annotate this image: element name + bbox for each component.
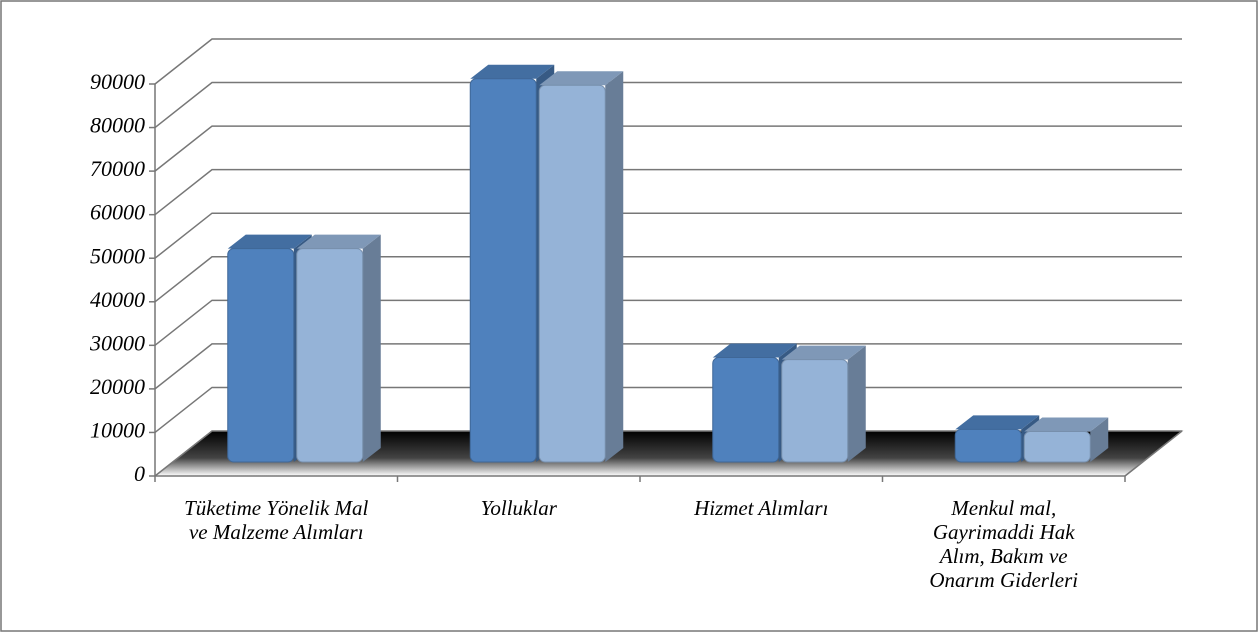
y-tick-label: 70000 (90, 156, 145, 181)
y-tick-label: 80000 (90, 113, 145, 138)
bar-top (539, 71, 624, 86)
bar-top (1024, 417, 1109, 432)
bar (227, 248, 295, 463)
y-tick-label: 10000 (90, 417, 145, 442)
y-tick-label: 20000 (90, 374, 145, 399)
y-tick-label: 40000 (90, 287, 145, 312)
grid-line (154, 256, 1182, 303)
bar-side (605, 71, 624, 462)
bar-top (296, 234, 381, 249)
x-tick-label: Hizmet Alımları (694, 496, 829, 520)
bar-top (955, 415, 1040, 430)
y-tick-label: 90000 (90, 69, 145, 94)
grid-line (154, 343, 1182, 390)
bar (538, 84, 606, 463)
floor-edge (1124, 430, 1183, 477)
bar (954, 428, 1022, 463)
bar-top (227, 234, 312, 249)
y-tick-label: 50000 (90, 243, 145, 268)
grid-line (154, 299, 1182, 346)
grid-line (154, 212, 1182, 259)
bar-side (847, 345, 866, 462)
y-tick-label: 60000 (90, 200, 145, 225)
grid-line (154, 81, 1182, 129)
x-tick-label: Menkul mal, Gayrimaddi Hak Alım, Bakım v… (929, 496, 1079, 592)
bar (469, 78, 537, 463)
bar-side (362, 234, 381, 462)
x-tick-label: Tüketime Yönelik Mal ve Malzeme Alımları (184, 496, 369, 544)
grid-line (154, 125, 1182, 172)
grid-line (154, 168, 1182, 216)
bar-top (781, 345, 866, 360)
bar-top (470, 64, 555, 79)
bar-side (1090, 417, 1109, 462)
bar (1023, 431, 1091, 463)
bar (296, 248, 364, 463)
x-tick-label: Yolluklar (480, 496, 557, 520)
grid-line (154, 38, 1182, 85)
bar-top (712, 343, 797, 358)
bar (712, 356, 780, 463)
y-tick-label: 0 (134, 461, 145, 486)
bar (781, 359, 849, 463)
y-tick-label: 30000 (89, 330, 145, 355)
